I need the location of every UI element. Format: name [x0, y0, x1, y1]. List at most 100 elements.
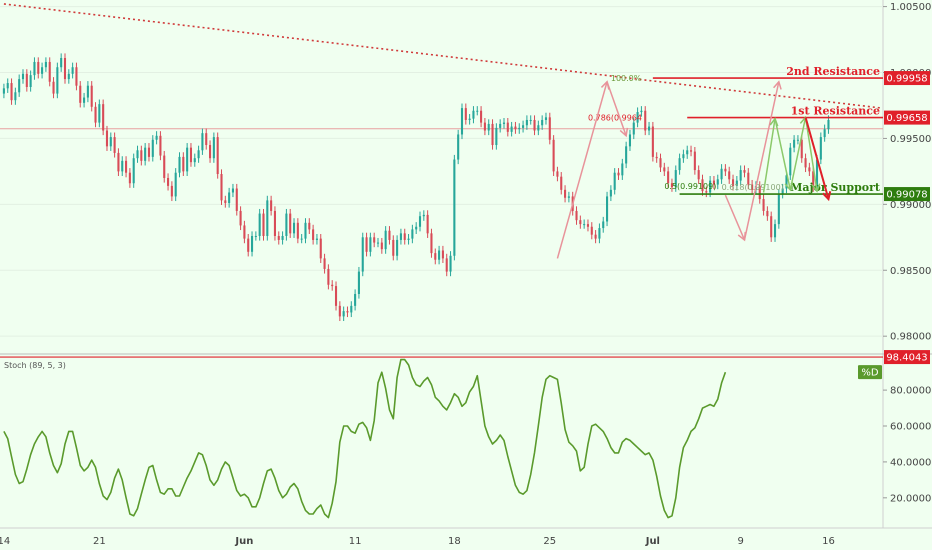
candle-body	[37, 61, 40, 74]
candle-body	[441, 250, 444, 259]
levels: 2nd Resistance 1st Resistance Major Suppor…	[652, 65, 883, 195]
candle-body	[453, 159, 456, 256]
candle-body	[121, 160, 124, 172]
candle-body	[689, 150, 693, 152]
time-tick-label: 9	[737, 536, 743, 547]
candle-body	[60, 58, 63, 68]
stoch-d-tag-text: %D	[861, 368, 879, 379]
candle-body	[793, 139, 796, 148]
candle-body	[468, 118, 471, 120]
fib-level-label: 0.786(0.9964	[588, 114, 642, 123]
stoch-d-tag	[858, 365, 882, 380]
price-tick-label: 0.98000	[890, 332, 931, 343]
candle-body	[18, 79, 21, 93]
candle-body	[514, 126, 517, 130]
candle-body	[491, 123, 494, 146]
candle-body	[670, 183, 674, 188]
candle-body	[751, 184, 754, 190]
candle-body	[789, 147, 792, 176]
candle-body	[163, 155, 166, 178]
stoch-tick-label: 40.0000	[890, 457, 931, 468]
price-tick-label: 0.99500	[890, 134, 931, 145]
candle-body	[239, 210, 242, 226]
candle-body	[167, 177, 170, 186]
candle-body	[224, 200, 227, 204]
candle-body	[247, 238, 250, 252]
candle-body	[403, 233, 406, 240]
candle-body	[365, 237, 368, 252]
candle-body	[52, 81, 55, 94]
candle-body	[235, 188, 238, 211]
candle-body	[380, 242, 383, 250]
candle-body	[667, 171, 670, 184]
candle-body	[334, 286, 338, 306]
descending-trendline	[3, 3, 883, 109]
candle-body	[323, 258, 326, 269]
candle-body	[785, 175, 788, 189]
time-tick-label: Jul	[645, 536, 660, 547]
candle-body	[369, 237, 372, 252]
candle-body	[716, 179, 719, 185]
candle-body	[487, 123, 490, 131]
price-tick-label: 1.00500	[890, 2, 931, 13]
stoch-indicator-title[interactable]: Stoch (89, 5, 3)	[4, 361, 66, 370]
level-price-tag-text: 0.99658	[886, 113, 927, 124]
candle-body	[537, 125, 540, 131]
candle-body	[766, 210, 769, 217]
pattern-arrows	[556, 80, 832, 259]
major-support-label: Major Support	[790, 181, 881, 194]
candle-body	[827, 119, 830, 130]
candle-body	[155, 135, 158, 140]
candle-body	[602, 221, 605, 229]
candle-body	[201, 133, 204, 151]
candle-body	[105, 130, 109, 147]
candle-body	[63, 58, 67, 80]
candle-body	[327, 268, 330, 285]
candle-body	[170, 185, 173, 197]
candle-body	[243, 225, 246, 239]
candle-body	[621, 163, 624, 176]
candle-body	[609, 189, 612, 197]
candle-body	[304, 222, 307, 239]
pullback-arrow	[606, 81, 627, 137]
level-price-tag-text: 0.99078	[886, 190, 927, 201]
candle-body	[659, 158, 662, 168]
candle-body	[144, 147, 147, 161]
time-tick-label: 21	[93, 536, 106, 547]
fib-level-label: 100.0%	[611, 74, 642, 83]
candle-body	[552, 139, 555, 172]
candle-body	[117, 152, 120, 172]
candle-body	[812, 171, 815, 188]
candle-body	[354, 293, 357, 306]
candle-body	[208, 145, 212, 159]
candle-body	[457, 134, 460, 160]
level-price-tag	[884, 71, 930, 86]
time-tick-label: 16	[822, 536, 835, 547]
harmonic-arrow-down-2-head	[811, 183, 821, 193]
candle-body	[583, 224, 586, 226]
candle-body	[518, 127, 521, 130]
candle-body	[686, 150, 689, 155]
candle-body	[476, 110, 479, 112]
candle-body	[212, 137, 215, 159]
resistance-label: 2nd Resistance	[786, 65, 880, 78]
stoch-reference-tag-text: 98.4043	[886, 353, 927, 364]
stoch-tick-label: 60.0000	[890, 422, 931, 433]
candle-body	[777, 193, 780, 225]
candle-body	[415, 226, 418, 230]
candle-body	[136, 150, 139, 159]
time-tick-label: 25	[543, 536, 556, 547]
candle-body	[266, 200, 269, 236]
candle-body	[674, 170, 677, 188]
candle-body	[193, 158, 196, 163]
candle-body	[2, 88, 5, 94]
candle-body	[411, 229, 414, 239]
candles	[2, 53, 830, 322]
harmonic-arrow-up	[762, 118, 776, 193]
resistance-label: 1st Resistance	[791, 105, 880, 118]
candle-body	[762, 199, 765, 211]
candle-body	[25, 73, 28, 88]
candle-body	[418, 216, 422, 227]
candle-body	[338, 305, 341, 317]
